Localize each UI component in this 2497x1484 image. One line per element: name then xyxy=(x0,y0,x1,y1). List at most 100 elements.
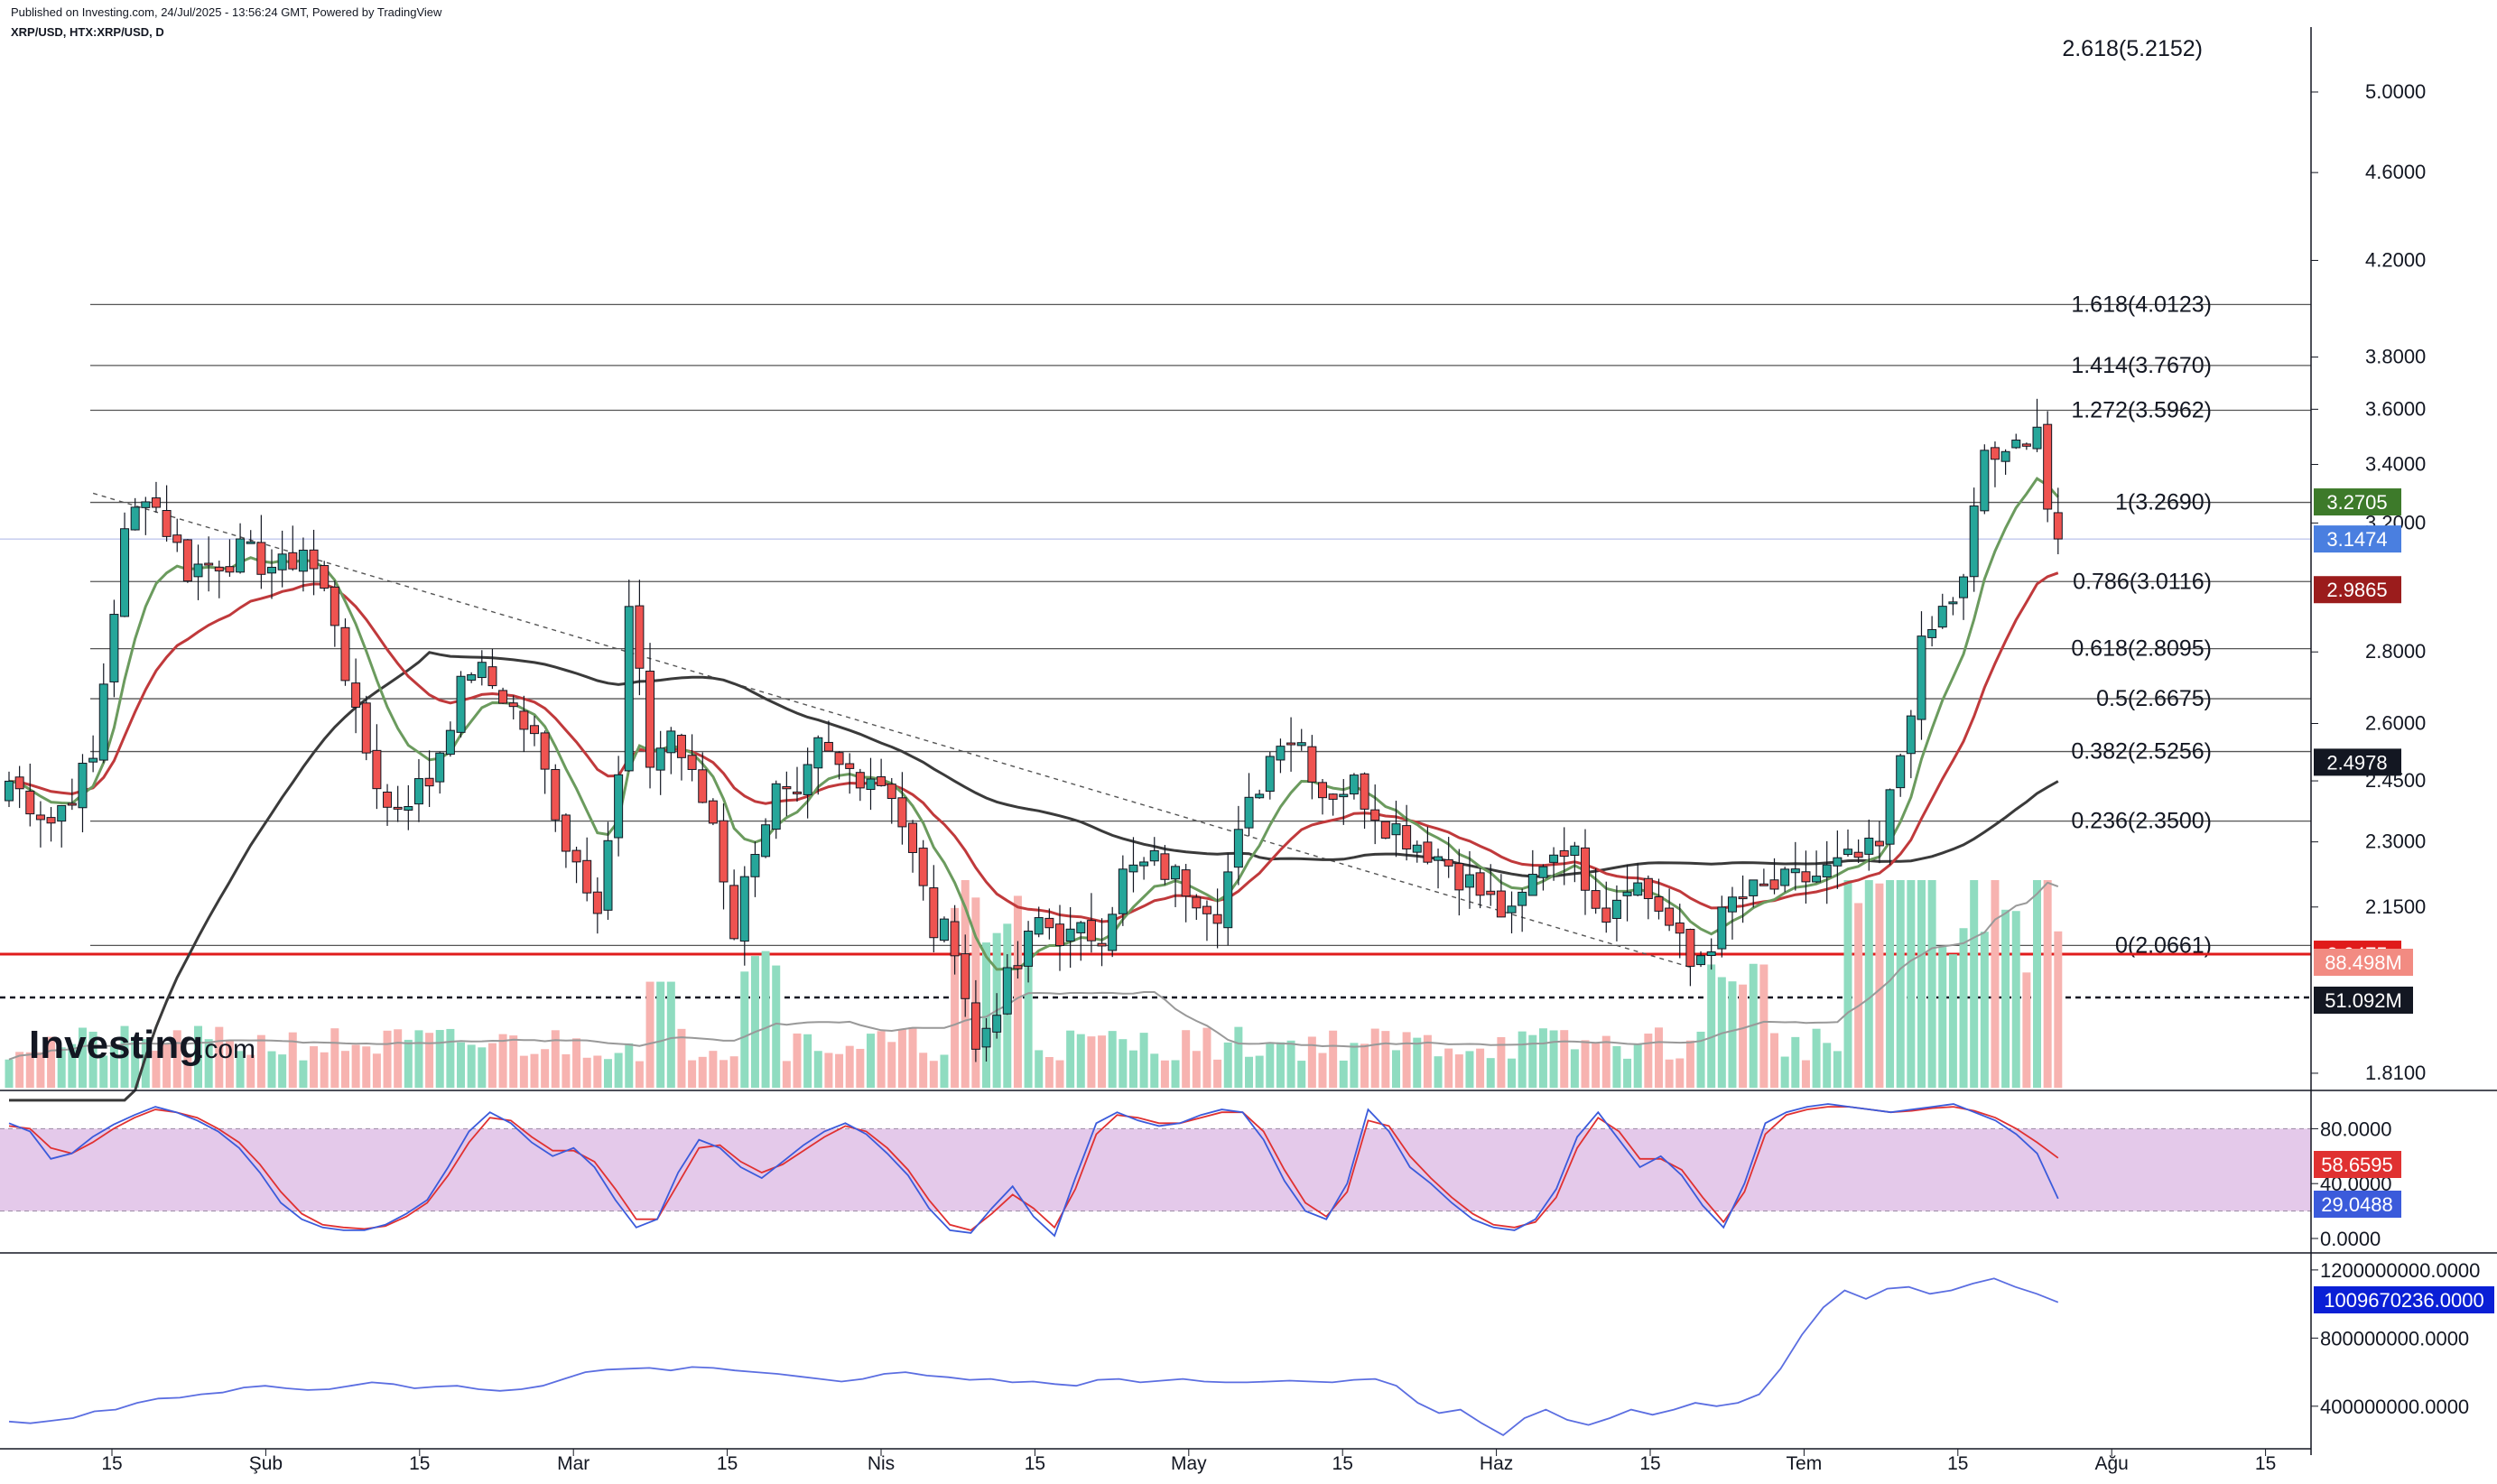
candle[interactable] xyxy=(1192,896,1202,909)
candle[interactable] xyxy=(655,747,665,771)
candle[interactable] xyxy=(1822,864,1832,877)
stochastic-pane[interactable] xyxy=(0,1103,2311,1238)
candle[interactable] xyxy=(970,1002,980,1050)
candle[interactable] xyxy=(1665,907,1675,926)
candle[interactable] xyxy=(141,501,151,508)
candle[interactable] xyxy=(687,755,697,770)
candle[interactable] xyxy=(992,1015,1002,1033)
candle[interactable] xyxy=(309,549,319,570)
candle[interactable] xyxy=(246,541,255,544)
candle[interactable] xyxy=(498,690,508,704)
candle[interactable] xyxy=(67,802,77,806)
candle[interactable] xyxy=(782,785,792,790)
candle[interactable] xyxy=(1601,907,1611,923)
candle[interactable] xyxy=(1696,955,1706,966)
candle[interactable] xyxy=(1853,851,1863,858)
candle[interactable] xyxy=(1065,928,1075,942)
candle[interactable] xyxy=(1349,774,1359,795)
candle[interactable] xyxy=(1948,601,1958,605)
candle[interactable] xyxy=(1611,899,1621,919)
candle[interactable] xyxy=(225,566,235,573)
candle[interactable] xyxy=(193,563,203,578)
candle[interactable] xyxy=(519,710,529,730)
candle[interactable] xyxy=(929,887,939,939)
candle[interactable] xyxy=(25,790,35,815)
candle[interactable] xyxy=(1790,868,1800,874)
candle[interactable] xyxy=(1675,922,1685,934)
candle[interactable] xyxy=(214,566,224,571)
candle[interactable] xyxy=(1034,917,1044,935)
candle[interactable] xyxy=(277,553,287,570)
candle[interactable] xyxy=(1927,628,1937,638)
candle[interactable] xyxy=(1874,840,1884,847)
candle[interactable] xyxy=(750,854,760,877)
candle[interactable] xyxy=(1328,793,1338,800)
candle[interactable] xyxy=(1486,890,1496,895)
candle[interactable] xyxy=(109,614,119,682)
candle[interactable] xyxy=(1160,853,1170,880)
candle[interactable] xyxy=(487,666,497,687)
candle[interactable] xyxy=(823,741,833,752)
candle[interactable] xyxy=(1002,967,1012,1015)
candle[interactable] xyxy=(288,552,298,570)
candle[interactable] xyxy=(1633,882,1643,896)
candle[interactable] xyxy=(708,800,718,824)
candle[interactable] xyxy=(761,824,771,858)
candle[interactable] xyxy=(1139,861,1149,867)
candle[interactable] xyxy=(477,662,487,679)
candle[interactable] xyxy=(351,682,361,708)
candle[interactable] xyxy=(1296,742,1306,747)
candle[interactable] xyxy=(1549,854,1559,863)
candle[interactable] xyxy=(1412,844,1422,853)
candle[interactable] xyxy=(624,606,634,772)
candle[interactable] xyxy=(877,776,886,786)
candle[interactable] xyxy=(5,780,14,802)
candle[interactable] xyxy=(456,675,466,733)
candle[interactable] xyxy=(1055,923,1064,946)
candle[interactable] xyxy=(46,817,56,824)
candle[interactable] xyxy=(614,774,624,839)
candle[interactable] xyxy=(803,764,812,795)
obv-pane[interactable] xyxy=(8,1277,2059,1436)
candle[interactable] xyxy=(35,814,45,821)
candle[interactable] xyxy=(1149,849,1159,862)
candle[interactable] xyxy=(1801,871,1811,883)
candle[interactable] xyxy=(1391,823,1401,836)
candle[interactable] xyxy=(739,876,749,942)
candle[interactable] xyxy=(1118,868,1128,914)
candle[interactable] xyxy=(1307,746,1317,783)
candle[interactable] xyxy=(582,859,592,894)
candle[interactable] xyxy=(1622,891,1632,896)
candle[interactable] xyxy=(1212,914,1222,924)
candle[interactable] xyxy=(2000,450,2010,462)
candle[interactable] xyxy=(1318,782,1327,799)
candle[interactable] xyxy=(1527,874,1537,896)
candle[interactable] xyxy=(2032,426,2042,450)
candle[interactable] xyxy=(1559,849,1569,858)
candle[interactable] xyxy=(130,506,140,531)
candle[interactable] xyxy=(1233,829,1243,868)
candle[interactable] xyxy=(551,768,561,821)
candle[interactable] xyxy=(413,778,423,805)
candle[interactable] xyxy=(1128,864,1138,873)
candle[interactable] xyxy=(1990,447,2000,460)
candle[interactable] xyxy=(1685,929,1695,967)
candle[interactable] xyxy=(530,725,539,735)
candle[interactable] xyxy=(467,673,477,682)
candle[interactable] xyxy=(1434,856,1443,861)
candle[interactable] xyxy=(1864,838,1874,855)
candle[interactable] xyxy=(14,776,24,790)
candle[interactable] xyxy=(698,769,708,803)
candle[interactable] xyxy=(2053,512,2063,540)
candle[interactable] xyxy=(1370,809,1380,821)
candle[interactable] xyxy=(666,730,676,754)
candle[interactable] xyxy=(1643,877,1653,900)
candle[interactable] xyxy=(1076,922,1086,933)
candle[interactable] xyxy=(1097,942,1107,947)
candle[interactable] xyxy=(1223,871,1233,929)
candle[interactable] xyxy=(1423,841,1433,863)
candle[interactable] xyxy=(1706,951,1716,957)
candle[interactable] xyxy=(561,814,571,852)
candle[interactable] xyxy=(2021,443,2031,447)
candle[interactable] xyxy=(508,702,518,708)
